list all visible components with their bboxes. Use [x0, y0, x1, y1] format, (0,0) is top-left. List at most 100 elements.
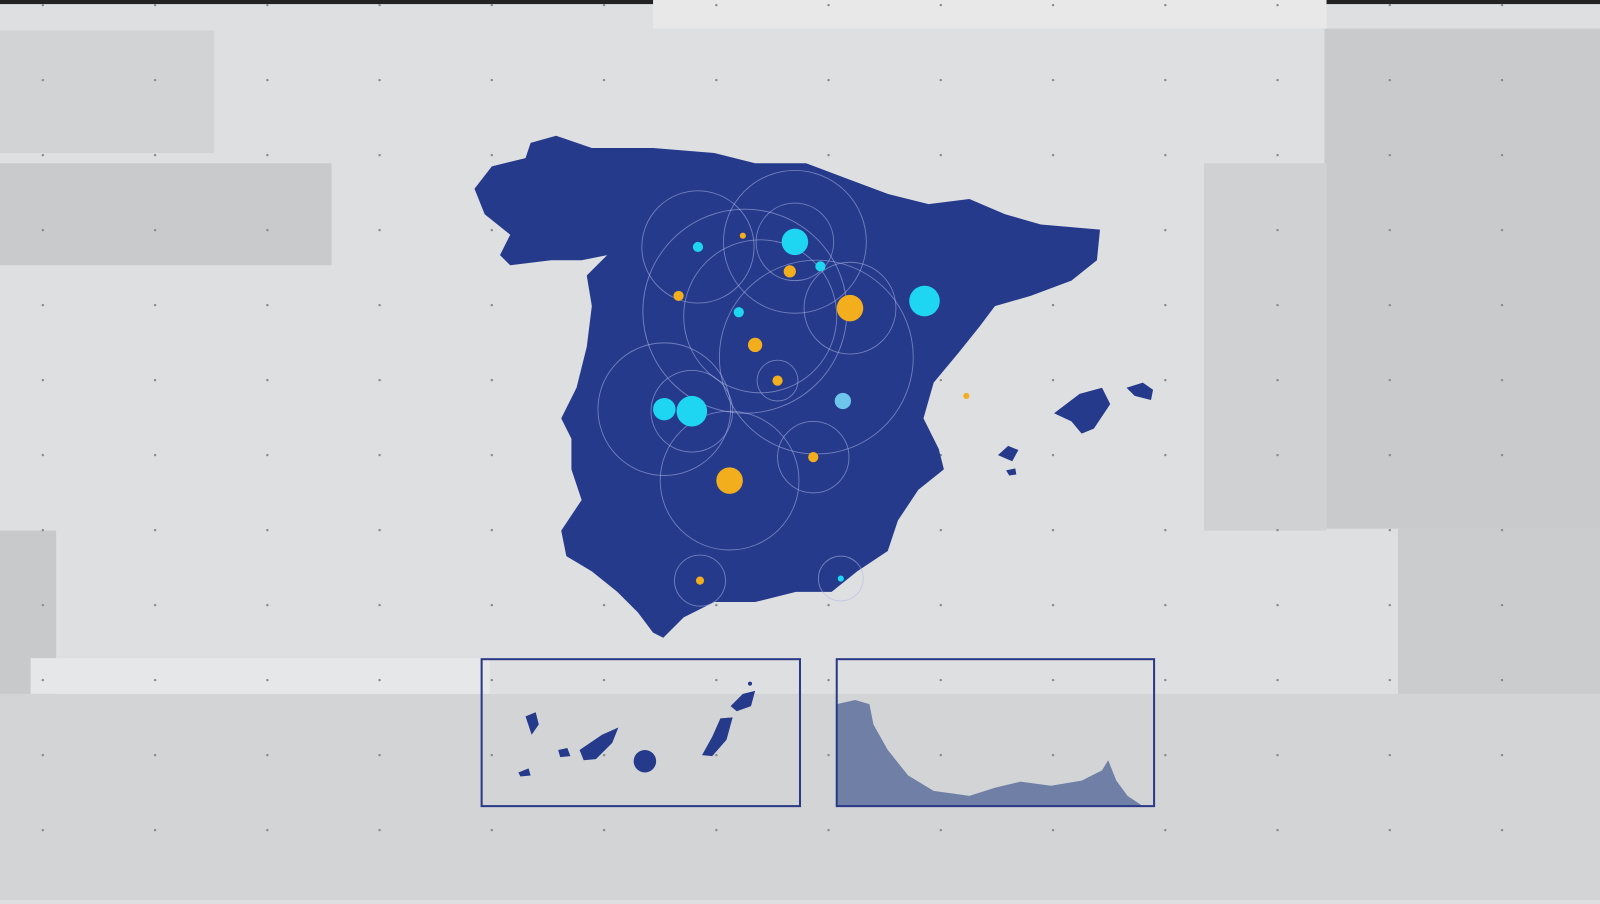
grid-dot [715, 678, 718, 682]
grid-dot [378, 528, 381, 532]
grid-dot [490, 678, 494, 682]
canary-islands-inset [480, 658, 802, 808]
grid-dot [939, 753, 943, 757]
formentera [1006, 468, 1017, 476]
grid-dot [1388, 678, 1392, 682]
grid-dot [1276, 3, 1279, 7]
grid-dot [490, 528, 494, 532]
grid-dot [153, 303, 157, 307]
grid-dot [1500, 153, 1504, 157]
grid-dot [378, 228, 381, 232]
grid-dot [1276, 378, 1279, 382]
grid-dot [490, 753, 494, 757]
grid-dot [827, 678, 830, 682]
marker-yellow [716, 467, 743, 494]
grid-dot [378, 3, 381, 7]
grid-dot [1051, 678, 1055, 682]
grid-dot [1276, 528, 1279, 532]
grid-dot [153, 153, 157, 157]
grid-dot [1276, 228, 1279, 232]
grid-dot [715, 3, 718, 7]
grid-dot [490, 603, 494, 607]
marker-cyan [692, 241, 704, 253]
grid-dot [378, 303, 381, 307]
marker-yellow [836, 294, 864, 322]
markers [653, 228, 970, 585]
grid-dot [1164, 678, 1167, 682]
grid-dot [153, 528, 157, 532]
grid-dot [602, 78, 606, 82]
grid-dot [1164, 153, 1167, 157]
grid-dot [1051, 603, 1055, 607]
grid-dot [1500, 603, 1504, 607]
land-masses [474, 135, 1154, 638]
grid-dot [1388, 828, 1392, 832]
grid-dot [1051, 528, 1055, 532]
mallorca [1054, 387, 1111, 434]
grid-dot [1500, 228, 1504, 232]
ring [756, 359, 799, 402]
grid-dot [715, 753, 718, 757]
grid-dot [939, 378, 943, 382]
grid-dot [1276, 78, 1279, 82]
grid-dot [1164, 453, 1167, 457]
grid-dot [490, 78, 494, 82]
grid-dot [1388, 378, 1392, 382]
grid-dot [827, 153, 830, 157]
grid-dot [378, 828, 381, 832]
grid-dot [1500, 528, 1504, 532]
grid-dot [266, 603, 269, 607]
marker-yellow [673, 290, 684, 302]
grid-dot [602, 828, 606, 832]
grid-dot [378, 603, 381, 607]
grid-dot [1500, 678, 1504, 682]
grid-dot [41, 678, 45, 682]
grid-dot [490, 453, 494, 457]
grid-dot [1164, 78, 1167, 82]
grid-dot [939, 678, 943, 682]
grid-dot [715, 603, 718, 607]
grid-dot [827, 753, 830, 757]
grid-dot [1051, 753, 1055, 757]
grid-dot [378, 678, 381, 682]
grid-dot [41, 603, 45, 607]
ring [723, 169, 867, 314]
grid-dot [1276, 603, 1279, 607]
grid-dot [41, 378, 45, 382]
grid-dot [1051, 828, 1055, 832]
grid-dot [153, 753, 157, 757]
marker-cyan [815, 261, 826, 272]
grid-dot [266, 528, 269, 532]
ceuta-inset [835, 658, 1156, 808]
grid-dot [1276, 153, 1279, 157]
marker-cyan [733, 307, 744, 318]
grid-dot [1388, 228, 1392, 232]
grid-dot [1388, 603, 1392, 607]
grid-dot [490, 303, 494, 307]
grid-dot [1500, 828, 1504, 832]
grid-dot [827, 3, 830, 7]
grid-dot [266, 78, 269, 82]
menorca [1126, 382, 1154, 400]
ring [659, 410, 800, 551]
grid-dot [1276, 303, 1279, 307]
grid-dot [490, 153, 494, 157]
grid-dot [1500, 303, 1504, 307]
grid-dot [490, 828, 494, 832]
grid-dot [266, 753, 269, 757]
marker-yellow [747, 337, 763, 353]
grid-dot [939, 528, 943, 532]
grid-dot [1500, 453, 1504, 457]
grid-dot [715, 78, 718, 82]
grid-dot [827, 603, 830, 607]
grid-dot [1388, 528, 1392, 532]
grid-dot [153, 3, 157, 7]
marker-yellow [739, 232, 746, 239]
grid-dot [153, 828, 157, 832]
grid-dot [41, 753, 45, 757]
grid-dot [1388, 303, 1392, 307]
grid-dot [266, 3, 269, 7]
marker-yellow [772, 375, 783, 386]
